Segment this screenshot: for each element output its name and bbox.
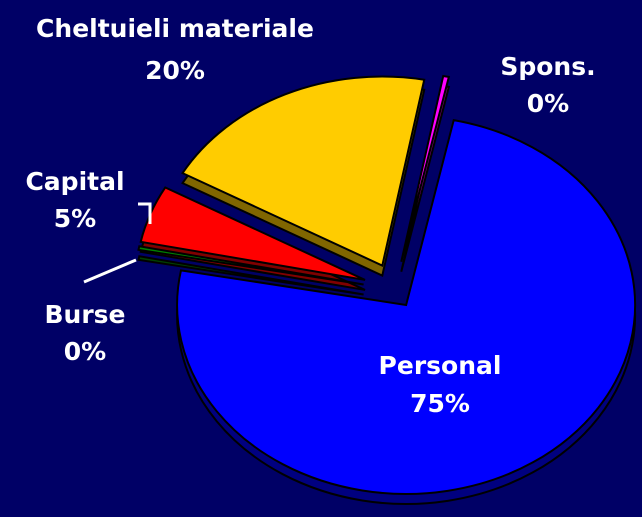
leader-line	[138, 202, 152, 224]
slice-side	[137, 255, 364, 296]
labels: Personal 75% Burse 0% Capital 5% Cheltuieli ma…	[25, 14, 595, 418]
slice-label: Burse	[44, 300, 125, 329]
leader-line	[83, 258, 137, 284]
value-label: 0%	[64, 337, 106, 366]
value-label: 5%	[54, 204, 96, 233]
slice-label: Capital	[25, 167, 124, 196]
value-label: 20%	[145, 56, 205, 85]
value-label: 75%	[410, 389, 470, 418]
slice-label: Spons.	[500, 52, 595, 81]
slice	[137, 245, 364, 286]
slice	[400, 74, 451, 263]
pie	[137, 74, 637, 505]
slice	[181, 75, 426, 267]
slice-label: Personal	[379, 351, 502, 380]
slice	[176, 118, 637, 495]
value-label: 0%	[527, 89, 569, 118]
slice-label: Cheltuieli materiale	[36, 14, 314, 43]
